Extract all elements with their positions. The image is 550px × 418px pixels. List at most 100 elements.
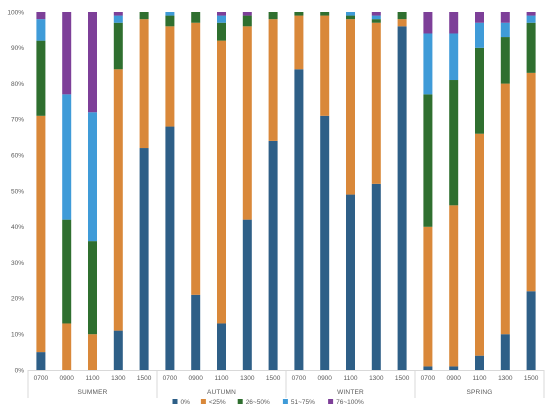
bar-segment <box>475 47 484 134</box>
bar-segment <box>165 26 175 127</box>
y-tick-label: 100% <box>7 9 24 16</box>
y-tick-label: 0% <box>15 367 25 374</box>
bar-segment <box>346 12 355 16</box>
bar-segment <box>217 40 226 324</box>
bar-segment <box>475 22 484 48</box>
bar-segment <box>371 183 381 370</box>
bar-segment <box>371 15 381 20</box>
bar-segment <box>88 12 97 113</box>
legend-swatch <box>237 399 243 404</box>
bar-segment <box>191 22 201 295</box>
bar-segment <box>62 94 72 220</box>
group-label: WINTER <box>337 389 364 396</box>
bar-segment <box>423 366 433 370</box>
x-tick-label: 1100 <box>473 375 487 382</box>
bar-segment <box>36 40 46 116</box>
bar-segment <box>475 133 484 356</box>
bar-segment <box>62 219 72 324</box>
bar-segment <box>346 15 355 20</box>
bar-segment <box>371 12 381 16</box>
bar-segment <box>165 12 175 16</box>
x-tick-label: 0900 <box>188 375 203 382</box>
y-tick-label: 80% <box>11 81 24 88</box>
x-tick-label: 0700 <box>421 375 436 382</box>
bar-segment <box>320 115 330 370</box>
legend-swatch <box>282 399 288 404</box>
bar-segment <box>320 15 330 116</box>
bar-segment <box>113 69 123 331</box>
bar-segment <box>371 19 381 23</box>
y-tick-label: 60% <box>11 153 24 160</box>
bar-segment <box>88 112 97 242</box>
x-tick-label: 1100 <box>344 375 358 382</box>
bar-segment <box>165 15 175 27</box>
x-tick-label: 1500 <box>266 375 281 382</box>
bar-segment <box>449 80 459 206</box>
bar-segment <box>191 294 201 370</box>
x-tick-label: 0700 <box>163 375 178 382</box>
bar-segment <box>449 205 459 367</box>
bar-segment <box>397 26 407 370</box>
bar-segment <box>165 126 175 370</box>
bar-segment <box>242 15 252 27</box>
legend-label: 51~75% <box>291 399 315 406</box>
bar-segment <box>88 241 97 335</box>
x-tick-label: 1300 <box>498 375 513 382</box>
bar-segment <box>346 194 355 370</box>
y-tick-label: 20% <box>11 296 24 303</box>
bar-segment <box>62 323 72 370</box>
bar-segment <box>242 26 252 220</box>
bar-segment <box>526 15 536 23</box>
bar-segment <box>36 19 46 41</box>
legend-label: <25% <box>209 399 226 406</box>
legend-swatch <box>328 399 334 404</box>
bar-segment <box>371 22 381 184</box>
bar-segment <box>320 12 330 16</box>
bar-segment <box>113 12 123 16</box>
bar-segment <box>242 12 252 16</box>
bar-segment <box>526 72 536 292</box>
bar-segment <box>217 323 226 370</box>
bar-segment <box>113 330 123 370</box>
bar-segment <box>242 219 252 370</box>
bar-segment <box>139 148 149 370</box>
group-label: SUMMER <box>77 389 107 396</box>
legend-label: 26~50% <box>246 399 270 406</box>
y-tick-label: 10% <box>11 332 24 339</box>
bar-segment <box>500 12 510 23</box>
bar-segment <box>526 12 536 16</box>
bar-segment <box>113 15 123 23</box>
bar-segment <box>217 15 226 23</box>
bar-segment <box>191 12 201 23</box>
bar-segment <box>500 22 510 38</box>
x-tick-label: 1100 <box>215 375 229 382</box>
bar-segment <box>268 12 278 20</box>
x-tick-label: 0700 <box>34 375 49 382</box>
y-tick-label: 50% <box>11 188 24 195</box>
bar-segment <box>346 19 355 195</box>
bar-segment <box>36 115 46 353</box>
bar-segment <box>268 19 278 141</box>
bar-segment <box>217 22 226 41</box>
bar-segment <box>500 37 510 84</box>
x-tick-label: 0700 <box>292 375 307 382</box>
bar-segment <box>449 12 459 34</box>
bar-segment <box>113 22 123 70</box>
x-tick-label: 0900 <box>446 375 461 382</box>
x-tick-label: 0900 <box>59 375 74 382</box>
bar-segment <box>423 33 433 95</box>
bar-segment <box>268 140 278 370</box>
y-tick-label: 30% <box>11 260 24 267</box>
bar-segment <box>500 83 510 335</box>
bar-segment <box>294 12 304 16</box>
y-tick-label: 90% <box>11 45 24 52</box>
legend-label: 76~100% <box>336 399 364 406</box>
bar-segment <box>139 12 149 20</box>
legend-label: 0% <box>181 399 191 406</box>
bar-segment <box>36 12 46 20</box>
x-tick-label: 0900 <box>317 375 332 382</box>
x-tick-label: 1100 <box>86 375 100 382</box>
bar-segment <box>449 366 459 370</box>
x-tick-label: 1500 <box>137 375 152 382</box>
